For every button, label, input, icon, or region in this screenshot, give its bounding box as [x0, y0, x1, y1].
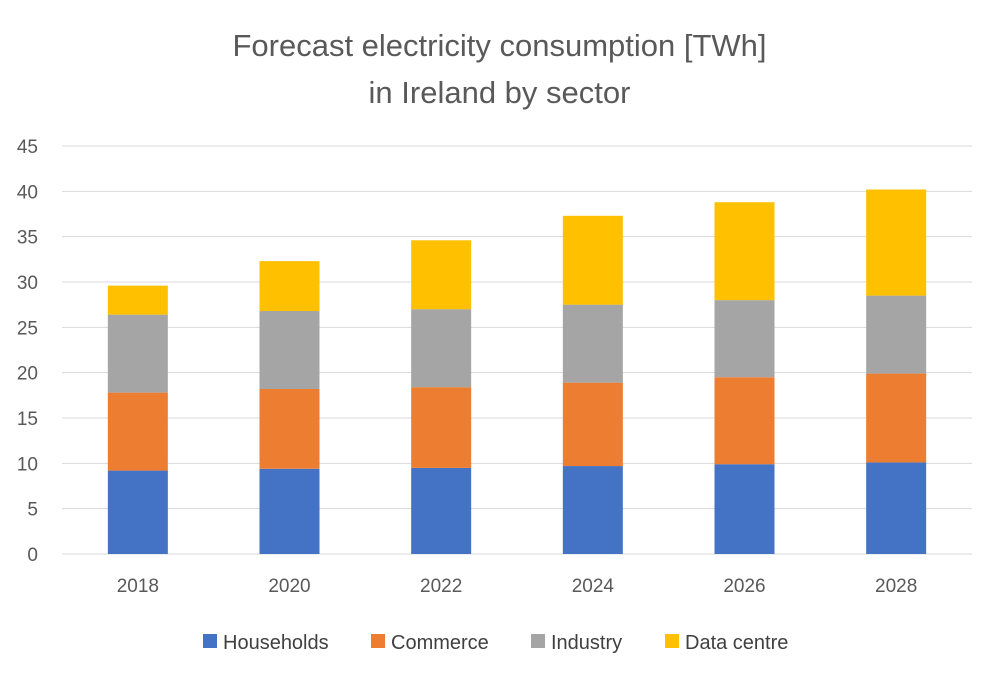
legend-swatch [371, 634, 385, 648]
y-tick-label: 15 [17, 409, 38, 430]
legend-swatch [203, 634, 217, 648]
y-tick-label: 25 [17, 318, 38, 339]
x-tick-label: 2020 [268, 576, 310, 597]
legend-swatch [665, 634, 679, 648]
bar-segment [866, 373, 927, 463]
chart-title-line-1: Forecast electricity consumption [TWh] [232, 28, 767, 63]
y-axis: 0 5 10 15 20 25 30 35 40 45 [17, 137, 38, 566]
y-tick-label: 0 [27, 545, 38, 566]
x-tick-label: 2018 [117, 576, 159, 597]
legend-label: Households [223, 632, 329, 654]
bar-segment [411, 240, 472, 310]
y-tick-label: 30 [17, 273, 38, 294]
bar-segment [107, 470, 168, 554]
y-tick-label: 45 [17, 137, 38, 158]
bar-segment [411, 467, 472, 554]
x-tick-label: 2026 [723, 576, 765, 597]
legend-swatch [531, 634, 545, 648]
y-tick-label: 20 [17, 364, 38, 385]
bar-segment [562, 304, 623, 383]
x-tick-label: 2024 [572, 576, 615, 597]
bar-segment [714, 300, 775, 378]
bar-segment [411, 387, 472, 468]
bar-segment [714, 464, 775, 554]
bar-segment [259, 261, 320, 312]
bar-segment [562, 215, 623, 305]
bar-segment [107, 285, 168, 315]
gridlines [62, 145, 972, 555]
legend-label: Commerce [391, 632, 489, 654]
bar-segment [107, 314, 168, 393]
bar-segment [866, 462, 927, 554]
legend-label: Industry [551, 632, 622, 654]
x-tick-label: 2028 [875, 576, 917, 597]
bar-segment [714, 377, 775, 465]
bars [107, 189, 927, 554]
bar-segment [562, 382, 623, 467]
bar-segment [714, 202, 775, 301]
y-tick-label: 40 [17, 182, 38, 203]
chart-title-line-2: in Ireland by sector [368, 75, 631, 110]
bar-segment [259, 468, 320, 554]
y-tick-label: 35 [17, 228, 38, 249]
x-axis: 2018 2020 2022 2024 2026 2028 [117, 576, 918, 597]
x-tick-label: 2022 [420, 576, 462, 597]
legend-label: Data centre [685, 632, 788, 654]
legend: Households Commerce Industry Data centre [203, 632, 788, 654]
bar-segment [259, 388, 320, 469]
y-tick-label: 5 [27, 500, 38, 521]
chart-title: Forecast electricity consumption [TWh] i… [0, 22, 999, 116]
bar-segment [562, 466, 623, 554]
bar-segment [107, 392, 168, 471]
bar-segment [411, 309, 472, 388]
bar-segment [866, 295, 927, 374]
bar-segment [259, 311, 320, 389]
y-tick-label: 10 [17, 454, 38, 475]
bar-segment [866, 189, 927, 296]
